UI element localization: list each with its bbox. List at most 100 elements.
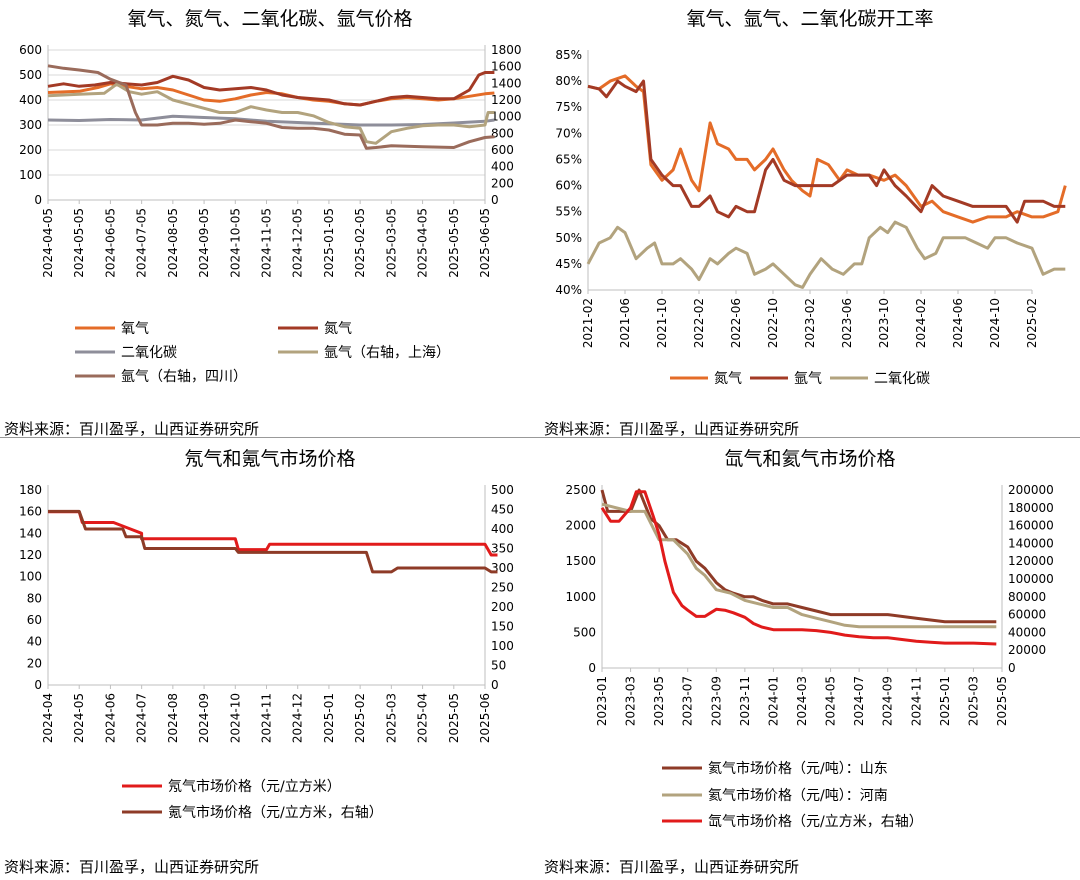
x-tick-label: 2024-09-05 [197, 208, 211, 278]
y-tick-label-left: 75% [555, 100, 582, 114]
legend-label: 二氧化碳 [121, 345, 177, 361]
y-tick-label-right: 200 [491, 600, 514, 614]
x-tick-label: 2024-02 [914, 298, 928, 348]
series-line [48, 510, 498, 557]
x-tick-label: 2023-10 [877, 298, 891, 348]
x-tick-label: 2024-07 [135, 693, 149, 743]
y-tick-label-left: 600 [19, 43, 42, 57]
series-line [601, 502, 997, 629]
y-tick-label-right: 100 [491, 639, 514, 653]
y-tick-label-left: 1500 [565, 554, 596, 568]
y-tick-label-right: 250 [491, 581, 514, 595]
x-tick-label: 2023-02 [803, 298, 817, 348]
chart-panel-3: 氖气和氪气市场价格 0 20 40 60 80 100 120 140 160 180 0 50 100… [0, 440, 540, 880]
y-tick-label-left: 100 [19, 570, 42, 584]
y-tick-label-left: 40 [27, 635, 42, 649]
x-tick-label: 2024-04 [41, 693, 55, 743]
x-tick-label: 2025-04-05 [416, 208, 430, 278]
x-tick-label: 2025-03-05 [384, 208, 398, 278]
x-tick-label: 2025-03 [384, 693, 398, 743]
x-tick-label: 2024-03 [795, 676, 809, 726]
y-tick-label-left: 160 [19, 505, 42, 519]
x-tick-label: 2022-02 [692, 298, 706, 348]
x-tick-label: 2025-01 [938, 676, 952, 726]
y-tick-label-right: 180000 [1008, 501, 1054, 515]
x-tick-label: 2025-06 [478, 693, 492, 743]
y-tick-label-left: 85% [555, 48, 582, 62]
x-tick-label: 2024-11 [909, 676, 923, 726]
y-tick-label-left: 400 [19, 93, 42, 107]
x-tick-label: 2023-07 [681, 676, 695, 726]
x-tick-label: 2023-06 [840, 298, 854, 348]
x-tick-label: 2023-11 [738, 676, 752, 726]
x-tick-label: 2022-06 [729, 298, 743, 348]
y-tick-label-left: 65% [555, 152, 582, 166]
chart-panel-2: 氧气、氩气、二氧化碳开工率 40% 45% 50% 55% 60% 65% 70% 75% 80… [540, 0, 1080, 438]
y-tick-label-right: 1000 [491, 110, 522, 124]
x-tick-label: 2024-10 [228, 693, 242, 743]
y-tick-label-right: 160000 [1008, 519, 1054, 533]
y-tick-label-right: 150 [491, 620, 514, 634]
y-tick-label-right: 800 [491, 126, 514, 140]
y-tick-label-left: 1000 [565, 590, 596, 604]
x-tick-label: 2024-09 [197, 693, 211, 743]
y-tick-label-right: 450 [491, 503, 514, 517]
y-tick-label-left: 0 [34, 678, 42, 692]
y-tick-label-right: 350 [491, 542, 514, 556]
y-tick-label-right: 1600 [491, 60, 522, 74]
series-line [600, 488, 997, 624]
x-tick-label: 2024-06 [951, 298, 965, 348]
x-tick-label: 2021-06 [618, 298, 632, 348]
y-tick-label-right: 200000 [1008, 483, 1054, 497]
y-tick-label-right: 0 [491, 193, 499, 207]
y-tick-label-left: 45% [555, 257, 582, 271]
x-tick-label: 2025-02 [353, 693, 367, 743]
x-tick-label: 2025-05-05 [447, 208, 461, 278]
x-tick-label: 2024-04-05 [41, 208, 55, 278]
y-tick-label-left: 50% [555, 231, 582, 245]
legend-label: 氦气市场价格（元/吨）：山东 [708, 760, 888, 777]
legend-label: 氧气 [121, 321, 149, 337]
y-tick-label-right: 400 [491, 160, 514, 174]
y-tick-label-left: 500 [573, 625, 596, 639]
x-tick-label: 2023-01 [595, 676, 609, 726]
x-tick-label: 2024-06-05 [103, 208, 117, 278]
x-tick-label: 2025-05 [995, 676, 1009, 726]
x-tick-label: 2023-05 [652, 676, 666, 726]
x-tick-label: 2025-05 [447, 693, 461, 743]
x-tick-label: 2024-09 [881, 676, 895, 726]
series-line [600, 490, 997, 646]
x-tick-label: 2024-10-05 [228, 208, 242, 278]
chart-title: 氧气、氮气、二氧化碳、氩气价格 [127, 8, 413, 30]
chart-svg: 0 20 40 60 80 100 120 140 160 180 0 50 100 150 200 250 3… [19, 483, 514, 821]
x-tick-label: 2024-05 [824, 676, 838, 726]
y-tick-label-right: 80000 [1008, 590, 1046, 604]
legend-label: 氪气市场价格（元/立方米，右轴） [168, 804, 383, 821]
x-tick-label: 2024-06 [103, 693, 117, 743]
x-tick-label: 2025-04 [416, 693, 430, 743]
x-tick-label: 2024-01 [766, 676, 780, 726]
source-note: 资料来源：百川盈孚，山西证券研究所 [544, 420, 800, 438]
y-tick-label-left: 40% [555, 283, 582, 297]
y-tick-label-right: 20000 [1008, 643, 1046, 657]
legend-label: 氮气 [324, 321, 352, 337]
y-tick-label-left: 80% [555, 74, 582, 88]
x-tick-label: 2024-08 [166, 693, 180, 743]
y-tick-label-left: 60% [555, 179, 582, 193]
legend-label: 氖气市场价格（元/立方米） [168, 778, 341, 795]
legend-label: 二氧化碳 [874, 371, 930, 387]
y-tick-label-right: 120000 [1008, 554, 1054, 568]
x-tick-label: 2025-03 [966, 676, 980, 726]
y-tick-label-right: 1400 [491, 76, 522, 90]
chart-svg: 0 100 200 300 400 500 600 0 200 400 600 800 1000 1200… [19, 43, 522, 385]
x-tick-label: 2024-05-05 [72, 208, 86, 278]
y-tick-label-right: 140000 [1008, 536, 1054, 550]
y-tick-label-left: 70% [555, 126, 582, 140]
y-tick-label-right: 60000 [1008, 608, 1046, 622]
y-tick-label-left: 2500 [565, 483, 596, 497]
x-tick-label: 2024-07 [852, 676, 866, 726]
x-tick-label: 2024-12 [291, 693, 305, 743]
series-line [586, 220, 1066, 289]
x-tick-label: 2024-08-05 [166, 208, 180, 278]
y-tick-label-left: 500 [19, 68, 42, 82]
